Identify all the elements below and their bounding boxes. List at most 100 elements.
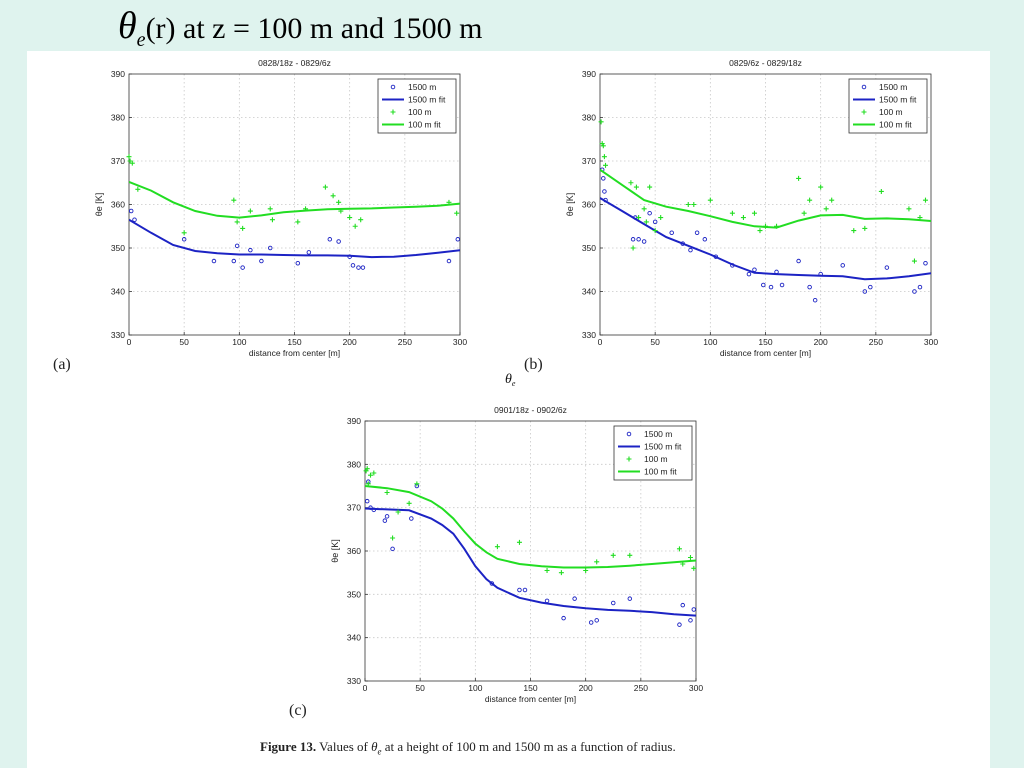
- data-point-100m: [610, 552, 616, 558]
- legend-label: 100 m fit: [408, 120, 441, 130]
- data-point-100m: [494, 544, 500, 550]
- data-point-1500m: [588, 620, 594, 625]
- data-point-1500m: [601, 176, 606, 181]
- data-point-1500m: [752, 267, 757, 273]
- data-point-100m: [336, 199, 342, 205]
- data-point-1500m: [917, 284, 923, 290]
- legend-label: 100 m fit: [879, 120, 912, 130]
- x-tick-label: 200: [579, 683, 593, 693]
- data-point-100m: [603, 162, 609, 168]
- y-tick-label: 340: [347, 633, 361, 643]
- y-tick-label: 340: [582, 287, 596, 297]
- y-tick-label: 330: [582, 330, 596, 340]
- chart-title: 0901/18z - 0902/6z: [494, 405, 567, 415]
- data-point-1500m: [691, 607, 697, 612]
- x-tick-label: 250: [869, 337, 883, 347]
- data-point-100m: [691, 565, 697, 571]
- data-point-1500m: [912, 289, 917, 294]
- data-point-100m: [352, 223, 358, 229]
- y-axis-label: θe [K]: [94, 193, 104, 217]
- data-point-100m: [801, 210, 807, 216]
- data-point-1500m: [647, 210, 652, 216]
- data-point-100m: [643, 219, 649, 225]
- data-point-1500m: [132, 217, 137, 222]
- x-tick-label: 150: [287, 337, 301, 347]
- series-line: [365, 485, 696, 569]
- data-point-100m: [598, 119, 604, 125]
- legend-label: 100 m: [644, 454, 668, 464]
- y-tick-label: 330: [347, 676, 361, 686]
- data-point-100m: [269, 217, 275, 223]
- y-tick-label: 340: [111, 287, 125, 297]
- data-point-1500m: [231, 258, 237, 264]
- figure-caption: Figure 13. Values of θe at a height of 1…: [260, 739, 676, 757]
- data-point-1500m: [796, 258, 801, 264]
- data-point-1500m: [350, 263, 356, 268]
- data-point-1500m: [336, 239, 341, 244]
- chart-1: 0 50 100 150 200 250 300 330 340 350 360 370 380 390 0…: [94, 58, 467, 358]
- legend-swatch-plus: [861, 109, 867, 115]
- data-point-100m: [583, 568, 589, 573]
- legend-label: 100 m: [879, 107, 903, 117]
- data-point-1500m: [489, 581, 495, 586]
- data-point-1500m: [594, 618, 599, 623]
- data-point-1500m: [779, 282, 785, 288]
- data-point-100m: [676, 546, 682, 552]
- data-point-1500m: [694, 230, 700, 236]
- legend-label: 1500 m fit: [644, 442, 682, 452]
- data-point-1500m: [641, 239, 647, 244]
- y-tick-label: 390: [347, 416, 361, 426]
- y-tick-label: 370: [582, 156, 596, 166]
- data-point-100m: [627, 552, 633, 558]
- x-tick-label: 200: [814, 337, 828, 347]
- data-point-100m: [628, 180, 634, 186]
- data-point-100m: [390, 535, 396, 541]
- data-point-1500m: [522, 587, 528, 593]
- legend-label: 1500 m fit: [879, 95, 917, 105]
- caption-theta: θe: [371, 739, 382, 757]
- y-tick-label: 350: [582, 243, 596, 253]
- data-point-1500m: [807, 284, 812, 290]
- data-point-1500m: [602, 189, 607, 194]
- data-point-100m: [751, 210, 757, 216]
- data-point-100m: [406, 500, 412, 506]
- data-point-1500m: [446, 258, 452, 264]
- y-tick-label: 380: [111, 113, 125, 123]
- data-point-100m: [240, 225, 246, 231]
- legend-label: 100 m fit: [644, 467, 677, 477]
- x-tick-label: 50: [650, 337, 660, 347]
- series-line: [129, 180, 460, 219]
- data-point-1500m: [868, 284, 873, 290]
- data-point-100m: [652, 228, 658, 234]
- data-point-1500m: [688, 618, 693, 623]
- legend: 1500 m 1500 m fit 100 m 100 m fit: [848, 78, 928, 134]
- data-point-100m: [594, 559, 600, 565]
- data-point-100m: [630, 245, 636, 251]
- data-point-1500m: [652, 219, 658, 225]
- legend-label: 1500 m: [644, 429, 672, 439]
- y-axis-label: θe [K]: [565, 193, 575, 217]
- data-point-100m: [544, 568, 550, 573]
- data-point-100m: [658, 215, 664, 221]
- y-tick-label: 350: [347, 589, 361, 599]
- legend-swatch-circle: [390, 84, 396, 90]
- data-point-100m: [740, 215, 746, 221]
- data-point-100m: [347, 215, 353, 221]
- data-point-100m: [862, 225, 868, 231]
- y-tick-label: 390: [582, 69, 596, 79]
- data-point-100m: [371, 470, 377, 476]
- data-point-1500m: [234, 243, 240, 249]
- data-point-100m: [364, 466, 370, 472]
- x-tick-label: 300: [453, 337, 467, 347]
- legend-label: 100 m: [408, 107, 432, 117]
- data-point-1500m: [360, 265, 366, 270]
- data-point-100m: [558, 570, 564, 576]
- data-point-1500m: [561, 615, 566, 621]
- data-point-100m: [911, 258, 917, 264]
- data-point-100m: [922, 197, 928, 203]
- x-tick-label: 100: [468, 683, 482, 693]
- chart-title: 0828/18z - 0829/6z: [258, 58, 331, 68]
- legend-swatch-circle: [861, 84, 867, 90]
- series-line: [600, 168, 931, 229]
- legend-label: 1500 m: [879, 82, 907, 92]
